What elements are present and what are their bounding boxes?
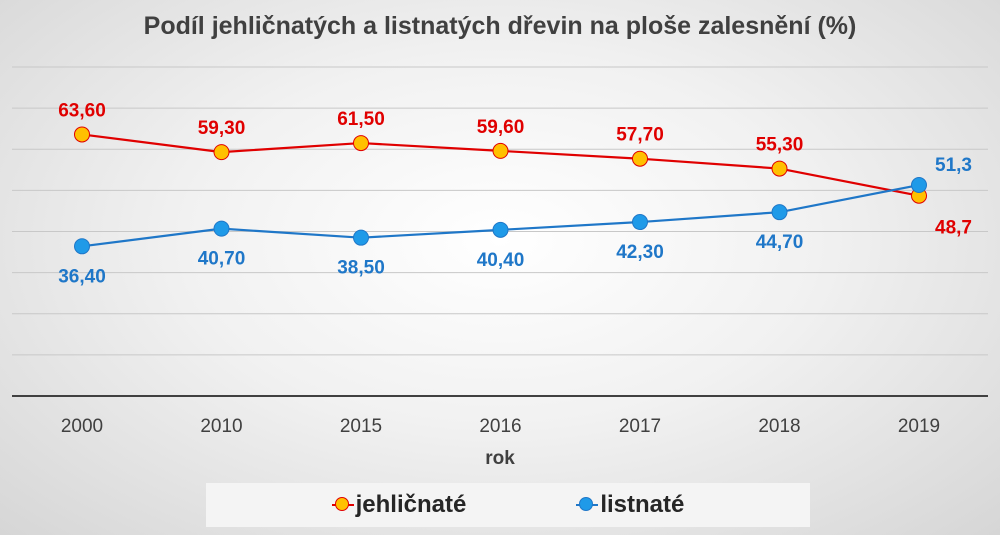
legend-label-jehlicnate: jehličnaté (355, 491, 467, 518)
data-label: 38,50 (337, 258, 385, 279)
data-point (492, 221, 509, 238)
x-tick-label: 2015 (340, 416, 382, 437)
x-tick-label: 2018 (758, 416, 800, 437)
data-label: 59,30 (198, 118, 246, 139)
legend-dot (334, 497, 349, 511)
data-label: 42,30 (616, 242, 664, 263)
legend-item-listnate[interactable]: listnaté (576, 491, 684, 519)
x-tick-label: 2000 (61, 416, 103, 437)
data-label: 63,60 (58, 100, 106, 121)
x-axis-title: rok (485, 448, 515, 469)
legend-dot (579, 497, 594, 511)
data-point (213, 144, 230, 161)
data-point (492, 142, 509, 159)
data-point (771, 160, 788, 177)
data-point (74, 238, 90, 255)
data-label: 36,40 (58, 266, 106, 287)
data-label: 57,70 (616, 125, 664, 146)
data-point (771, 204, 788, 221)
data-label: 61,50 (337, 109, 385, 130)
data-label: 40,70 (198, 249, 246, 270)
data-label: 48,7 (935, 218, 972, 239)
data-label: 44,70 (756, 232, 804, 253)
data-label: 40,40 (477, 250, 525, 271)
data-label: 55,30 (756, 135, 804, 156)
data-label: 51,3 (935, 155, 972, 176)
data-label: 59,60 (477, 117, 525, 138)
x-tick-label: 2019 (898, 416, 940, 437)
data-point (213, 220, 230, 237)
legend-marker-icon (331, 494, 354, 516)
x-tick-label: 2010 (200, 416, 242, 437)
legend: jehličnaté listnaté (206, 483, 810, 527)
x-tick-label: 2017 (619, 416, 661, 437)
data-point (353, 135, 369, 152)
data-point (911, 177, 927, 194)
data-point (632, 214, 648, 231)
chart-title: Podíl jehličnatých a listnatých dřevin n… (143, 12, 857, 40)
data-point (632, 150, 648, 167)
legend-label-listnate: listnaté (600, 491, 685, 518)
x-tick-label: 2016 (479, 416, 521, 437)
legend-marker-icon (576, 494, 599, 516)
legend-item-jehlicnate[interactable]: jehličnaté (331, 491, 467, 519)
data-point (74, 126, 90, 143)
data-point (353, 229, 369, 246)
